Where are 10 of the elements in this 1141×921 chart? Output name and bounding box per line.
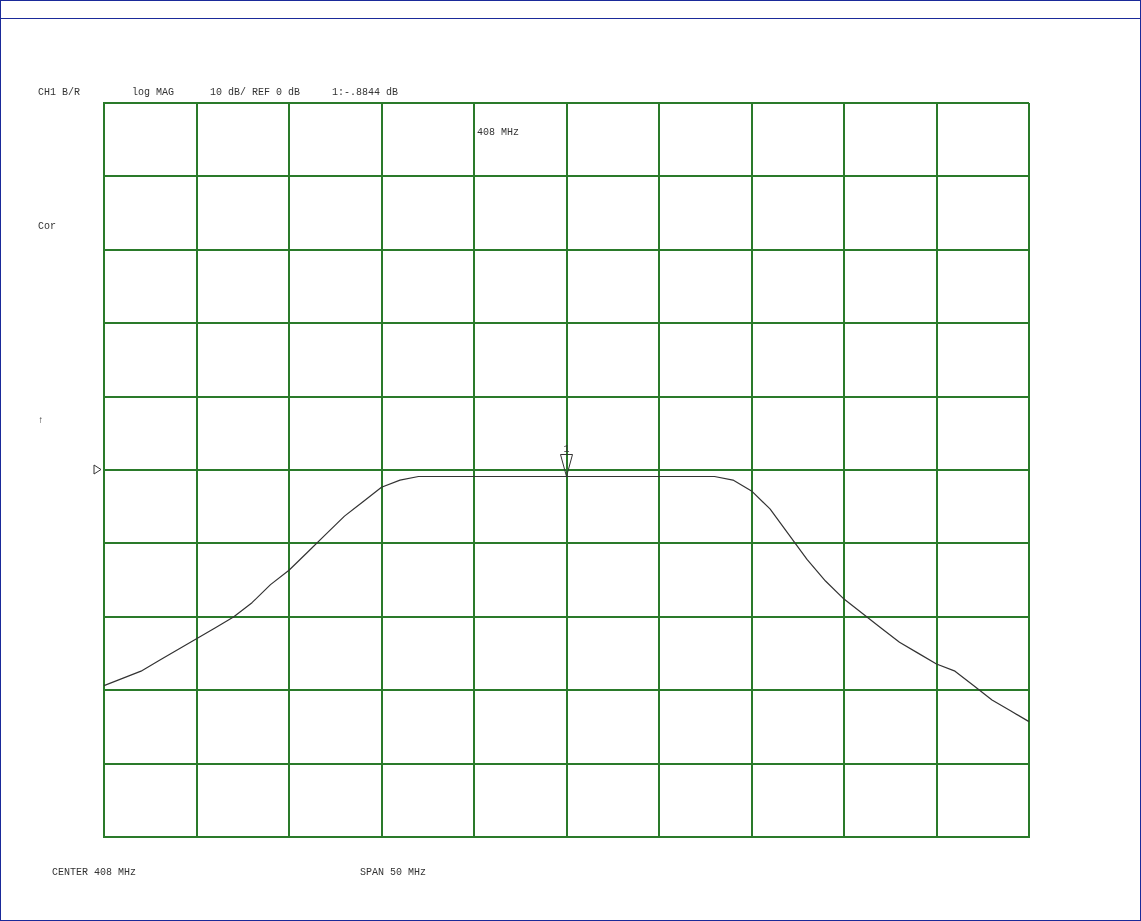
text: ↑: [38, 414, 45, 426]
text: 408 MHz: [477, 126, 520, 138]
text: SPAN 50 MHz: [360, 866, 427, 878]
text: CH1 B/R: [38, 86, 81, 98]
text: 1:-.8844 dB: [332, 86, 399, 98]
text: CENTER 408 MHz: [52, 866, 137, 878]
text: 1: [563, 444, 570, 456]
text: 10 dB/ REF 0 dB: [210, 86, 301, 98]
text: log MAG: [132, 86, 175, 98]
text: Cor: [38, 220, 57, 232]
